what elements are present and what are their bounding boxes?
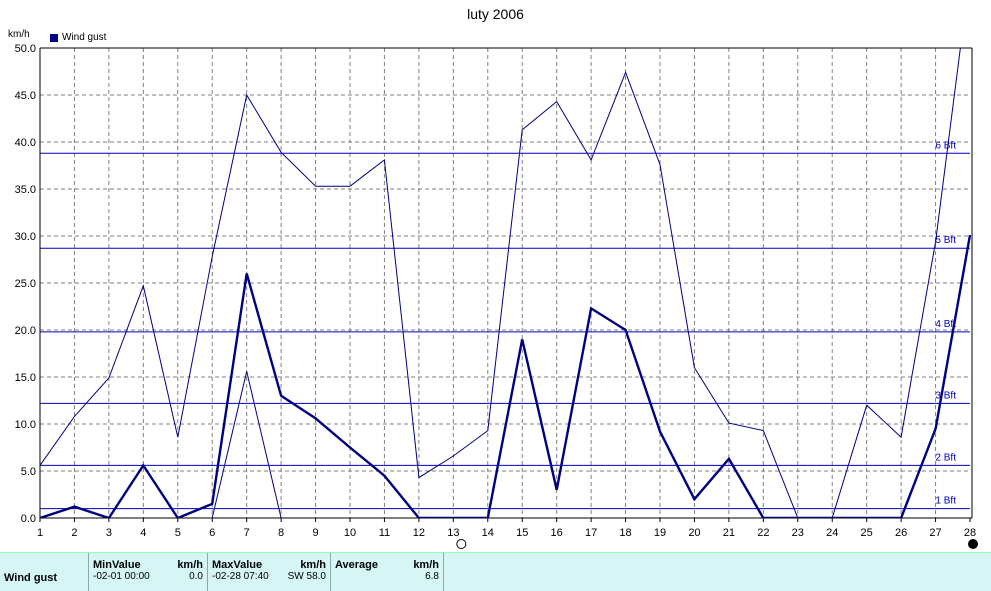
beaufort-label: 2 Bft bbox=[935, 452, 956, 463]
legend-swatch bbox=[50, 33, 58, 42]
series-line-main bbox=[40, 234, 972, 518]
max-header: MaxValue bbox=[212, 559, 263, 571]
y-tick-label: 45.0 bbox=[15, 90, 36, 102]
x-tick-label: 20 bbox=[688, 527, 700, 539]
min-value: 0.0 bbox=[189, 571, 203, 582]
stats-avg-cell: Average km/h 6.8 bbox=[330, 553, 444, 591]
x-tick-label: 17 bbox=[585, 527, 597, 539]
min-date: -02-01 00:00 bbox=[93, 571, 150, 582]
x-tick-label: 10 bbox=[344, 527, 356, 539]
y-tick-label: 20.0 bbox=[15, 325, 36, 337]
min-unit: km/h bbox=[177, 559, 203, 571]
x-tick-label: 13 bbox=[447, 527, 459, 539]
x-tick-label: 24 bbox=[826, 527, 838, 539]
series-line-thin bbox=[211, 371, 282, 518]
max-unit: km/h bbox=[300, 559, 326, 571]
x-tick-label: 3 bbox=[106, 527, 112, 539]
x-tick-label: 19 bbox=[654, 527, 666, 539]
stats-min-cell: MinValue km/h -02-01 00:00 0.0 bbox=[88, 553, 208, 591]
y-tick-label: 10.0 bbox=[15, 419, 36, 431]
x-tick-label: 12 bbox=[413, 527, 425, 539]
stats-max-cell: MaxValue km/h -02-28 07:40 SW 58.0 bbox=[207, 553, 331, 591]
x-tick-label: 6 bbox=[209, 527, 215, 539]
x-tick-label: 25 bbox=[861, 527, 873, 539]
x-tick-label: 16 bbox=[551, 527, 563, 539]
new-moon-icon bbox=[968, 539, 978, 549]
beaufort-label: 5 Bft bbox=[935, 235, 956, 246]
series-line-thin bbox=[40, 48, 961, 518]
stats-series-cell: Wind gust bbox=[0, 553, 89, 591]
x-tick-label: 23 bbox=[792, 527, 804, 539]
x-tick-label: 11 bbox=[379, 527, 390, 539]
x-tick-label: 8 bbox=[278, 527, 284, 539]
stats-series-label: Wind gust bbox=[4, 572, 58, 584]
chart-title: luty 2006 bbox=[467, 6, 524, 22]
min-header: MinValue bbox=[93, 559, 141, 571]
legend-label: Wind gust bbox=[62, 32, 107, 43]
y-tick-label: 35.0 bbox=[15, 184, 36, 196]
beaufort-label: 4 Bft bbox=[935, 319, 956, 330]
y-unit-label: km/h bbox=[8, 29, 30, 40]
x-tick-label: 2 bbox=[71, 527, 77, 539]
x-tick-label: 21 bbox=[723, 527, 735, 539]
y-tick-label: 50.0 bbox=[15, 43, 36, 55]
max-date: -02-28 07:40 bbox=[212, 571, 269, 582]
x-tick-label: 7 bbox=[244, 527, 250, 539]
x-tick-label: 4 bbox=[140, 527, 146, 539]
y-tick-label: 5.0 bbox=[21, 466, 36, 478]
x-tick-label: 18 bbox=[619, 527, 631, 539]
beaufort-label: 6 Bft bbox=[935, 140, 956, 151]
y-tick-label: 0.0 bbox=[21, 513, 36, 525]
x-tick-label: 5 bbox=[175, 527, 181, 539]
beaufort-label: 3 Bft bbox=[935, 390, 956, 401]
max-value: SW 58.0 bbox=[287, 571, 326, 582]
y-tick-label: 30.0 bbox=[15, 231, 36, 243]
x-tick-label: 1 bbox=[37, 527, 43, 539]
stats-panel: Wind gust MinValue km/h -02-01 00:00 0.0… bbox=[0, 552, 991, 591]
avg-unit: km/h bbox=[413, 559, 439, 571]
x-tick-label: 22 bbox=[757, 527, 769, 539]
full-moon-icon bbox=[456, 539, 467, 549]
x-tick-label: 26 bbox=[895, 527, 907, 539]
y-tick-label: 25.0 bbox=[15, 278, 36, 290]
x-tick-label: 28 bbox=[964, 527, 976, 539]
avg-header: Average bbox=[335, 559, 379, 571]
y-tick-label: 15.0 bbox=[15, 372, 36, 384]
avg-value: 6.8 bbox=[425, 571, 439, 582]
legend: Wind gust bbox=[50, 32, 106, 43]
beaufort-label: 1 Bft bbox=[935, 496, 956, 507]
x-tick-label: 27 bbox=[929, 527, 941, 539]
y-tick-label: 40.0 bbox=[15, 137, 36, 149]
x-tick-label: 15 bbox=[516, 527, 528, 539]
x-tick-label: 14 bbox=[482, 527, 494, 539]
x-tick-label: 9 bbox=[312, 527, 318, 539]
chart-area: 0.0 5.0 10.0 15.0 20.0 25.0 30.0 35.0 40.0 45.0 50… bbox=[15, 43, 978, 549]
